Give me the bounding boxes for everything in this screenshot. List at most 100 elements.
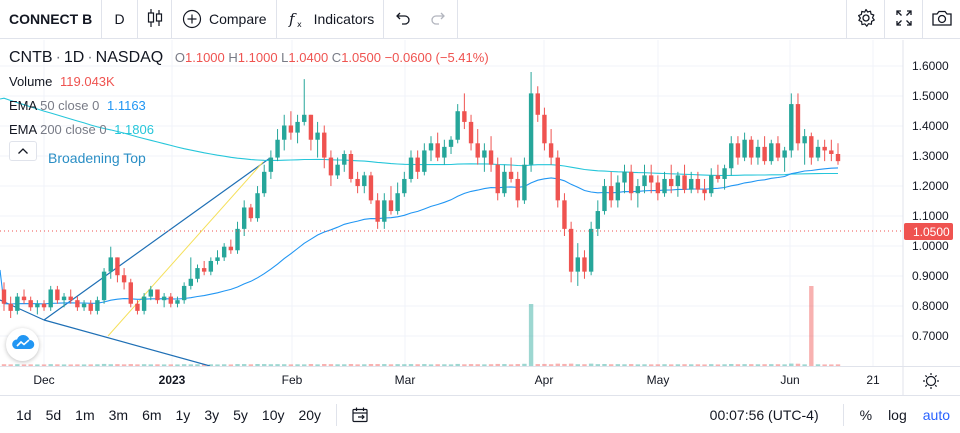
- legend-ticker[interactable]: CNTB: [9, 49, 53, 66]
- candle-body: [175, 300, 180, 304]
- volume-bar: [749, 364, 754, 366]
- volume-bar: [608, 364, 614, 366]
- time-axis[interactable]: Dec 2023 Feb Mar Apr May Jun 21: [0, 366, 960, 395]
- volume-bar: [835, 364, 841, 366]
- volume-bar: [208, 364, 214, 366]
- volume-bar: [348, 364, 354, 366]
- candle-body: [515, 178, 520, 201]
- legend-volume-row[interactable]: Volume 119.043K: [9, 70, 489, 94]
- volume-bar: [395, 364, 400, 366]
- time-tick-label: 21: [866, 373, 880, 387]
- chart-type-button[interactable]: [138, 0, 172, 39]
- volume-bar: [141, 364, 147, 366]
- candle-body: [795, 104, 801, 144]
- volume-bar: [642, 364, 647, 366]
- fullscreen-button[interactable]: [884, 0, 922, 39]
- undo-button[interactable]: [384, 0, 420, 39]
- candle-body: [782, 150, 787, 158]
- candle-body: [235, 228, 240, 251]
- range-20y-button[interactable]: 20y: [298, 406, 322, 423]
- bottom-right-group: 00:07:56 (UTC-4) % log auto: [710, 396, 960, 433]
- interval-button[interactable]: D: [102, 0, 138, 39]
- candle-body: [395, 193, 400, 212]
- volume-bar: [362, 364, 367, 366]
- candle-body: [682, 175, 687, 190]
- candle-body: [742, 139, 747, 158]
- settings-button[interactable]: [846, 0, 884, 39]
- axis-settings-button[interactable]: [923, 373, 939, 389]
- candle-body: [475, 143, 480, 158]
- candle-body: [495, 164, 500, 194]
- range-5y-button[interactable]: 5y: [233, 406, 248, 423]
- price-tick-label: 1.6000: [912, 59, 949, 73]
- time-tick-label: Apr: [535, 373, 554, 387]
- compare-button[interactable]: Compare: [172, 0, 277, 39]
- volume-bar: [802, 364, 807, 366]
- close-key: C: [331, 50, 342, 65]
- log-scale-button[interactable]: log: [888, 407, 907, 423]
- high-key: H: [228, 50, 238, 65]
- clock-timezone[interactable]: 00:07:56 (UTC-4): [709, 407, 819, 423]
- range-10y-button[interactable]: 10y: [261, 406, 285, 423]
- interval-label: D: [114, 11, 125, 27]
- volume-bar: [388, 364, 394, 366]
- price-chart[interactable]: 1.6000 1.5000 1.4000 1.3000 1.2000 1.1000 1.00…: [0, 40, 960, 366]
- volume-bar: [595, 364, 601, 366]
- volume-bar: [528, 304, 534, 366]
- volume-bar: [195, 364, 200, 366]
- symbol-search-button[interactable]: CONNECT B: [0, 0, 102, 39]
- volume-bar: [628, 364, 634, 366]
- range-3m-button[interactable]: 3m: [108, 406, 129, 423]
- price-axis[interactable]: 1.6000 1.5000 1.4000 1.3000 1.2000 1.1000 1.00…: [912, 59, 949, 343]
- screenshot-button[interactable]: [922, 0, 960, 39]
- range-3y-button[interactable]: 3y: [204, 406, 220, 423]
- volume-bar: [28, 364, 33, 366]
- volume-bar: [548, 364, 554, 366]
- legend-ema200-row[interactable]: EMA 200 close 0 1.1806: [9, 118, 489, 142]
- candle-body: [61, 296, 67, 301]
- time-axis-labels: Dec 2023 Feb Mar Apr May Jun 21: [33, 373, 880, 387]
- high-value: 1.1000: [237, 50, 278, 65]
- candle-body: [588, 228, 594, 272]
- candle-body: [502, 171, 507, 194]
- redo-button[interactable]: [420, 0, 459, 39]
- candle-body: [482, 150, 487, 158]
- volume-bar: [355, 364, 360, 366]
- range-1d-button[interactable]: 1d: [16, 406, 32, 423]
- volume-bar: [295, 364, 300, 366]
- candle-body: [1, 289, 7, 304]
- date-range-icon[interactable]: [351, 406, 369, 424]
- candle-body: [48, 289, 53, 308]
- volume-bar: [135, 364, 140, 366]
- percent-scale-button[interactable]: %: [859, 407, 873, 423]
- volume-bar: [829, 364, 834, 366]
- range-6m-button[interactable]: 6m: [142, 406, 162, 423]
- pattern-label[interactable]: Broadening Top: [48, 150, 146, 166]
- volume-value: 119.043K: [60, 74, 115, 89]
- volume-bar: [201, 364, 207, 366]
- volume-bar: [482, 364, 487, 366]
- candle-body: [115, 257, 120, 276]
- range-5d-button[interactable]: 5d: [45, 406, 62, 423]
- volume-bar: [288, 364, 294, 366]
- candle-body: [628, 171, 634, 194]
- legend-collapse-button[interactable]: [9, 141, 37, 161]
- candle-body: [548, 143, 554, 158]
- tradingview-logo-button[interactable]: [6, 328, 39, 361]
- range-1m-button[interactable]: 1m: [75, 406, 95, 423]
- volume-bar: [669, 364, 674, 366]
- auto-scale-button[interactable]: auto: [922, 407, 950, 423]
- candle-body: [655, 182, 661, 194]
- candle-body: [215, 257, 220, 261]
- volume-bar: [342, 364, 347, 366]
- chevron-up-icon: [17, 142, 29, 160]
- volume-bar: [448, 364, 454, 366]
- volume-bar: [442, 364, 447, 366]
- legend-ema50-row[interactable]: EMA 50 close 0 1.1163: [9, 94, 489, 118]
- candle-body: [662, 178, 667, 194]
- volume-bar: [88, 364, 93, 366]
- range-1y-button[interactable]: 1y: [175, 406, 191, 423]
- candle-body: [268, 157, 274, 172]
- candle-body: [95, 300, 100, 311]
